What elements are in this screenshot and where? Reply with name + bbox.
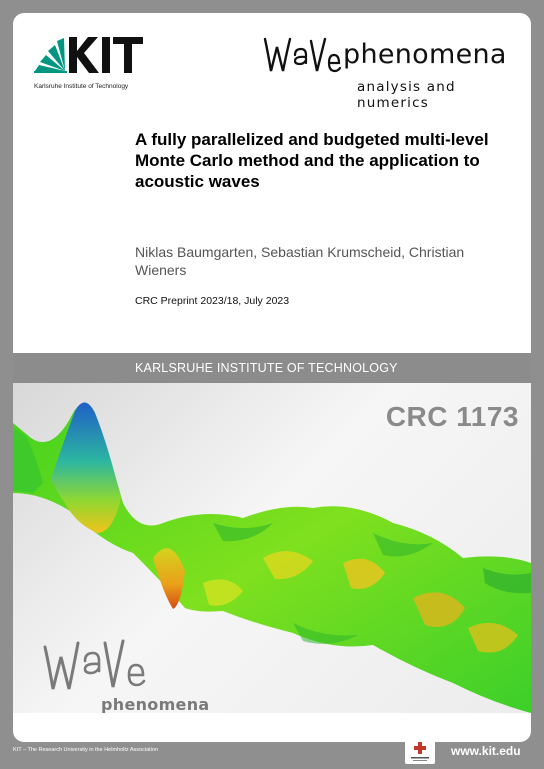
wave-surface-illustration [13, 402, 531, 713]
helmholtz-logo [405, 738, 435, 764]
wave-phenomena-watermark: phenomena [39, 635, 219, 713]
institute-band: KARLSRUHE INSTITUTE OF TECHNOLOGY [13, 353, 531, 383]
preprint-info: CRC Preprint 2023/18, July 2023 [135, 295, 290, 307]
wave-logo-icon [263, 37, 342, 73]
kit-logo: Karlsruhe Institute of Technology [33, 31, 153, 95]
cover-page: Karlsruhe Institute of Technology phenom… [13, 13, 531, 742]
cover-illustration: CRC 1173 phenomena [13, 383, 531, 713]
wave-phenomena-logo: phenomena analysis and numerics [259, 33, 519, 111]
helmholtz-icon [411, 742, 429, 761]
footer-association: KIT – The Research University in the Hel… [13, 747, 159, 753]
institute-band-label: KARLSRUHE INSTITUTE OF TECHNOLOGY [135, 361, 398, 375]
kit-caption: Karlsruhe Institute of Technology [34, 83, 129, 90]
website-link[interactable]: www.kit.edu [451, 744, 521, 758]
paper-title: A fully parallelized and budgeted multi-… [135, 130, 489, 191]
author-list: Niklas Baumgarten, Sebastian Krumscheid,… [135, 244, 465, 278]
kit-emblem-icon [34, 37, 143, 73]
wave-watermark-text: phenomena [101, 695, 210, 713]
crc-label: CRC 1173 [385, 401, 519, 432]
wave-watermark-icon [43, 639, 146, 690]
wave-logo-main: phenomena [343, 39, 507, 70]
wave-logo-sub: analysis and numerics [357, 79, 456, 111]
